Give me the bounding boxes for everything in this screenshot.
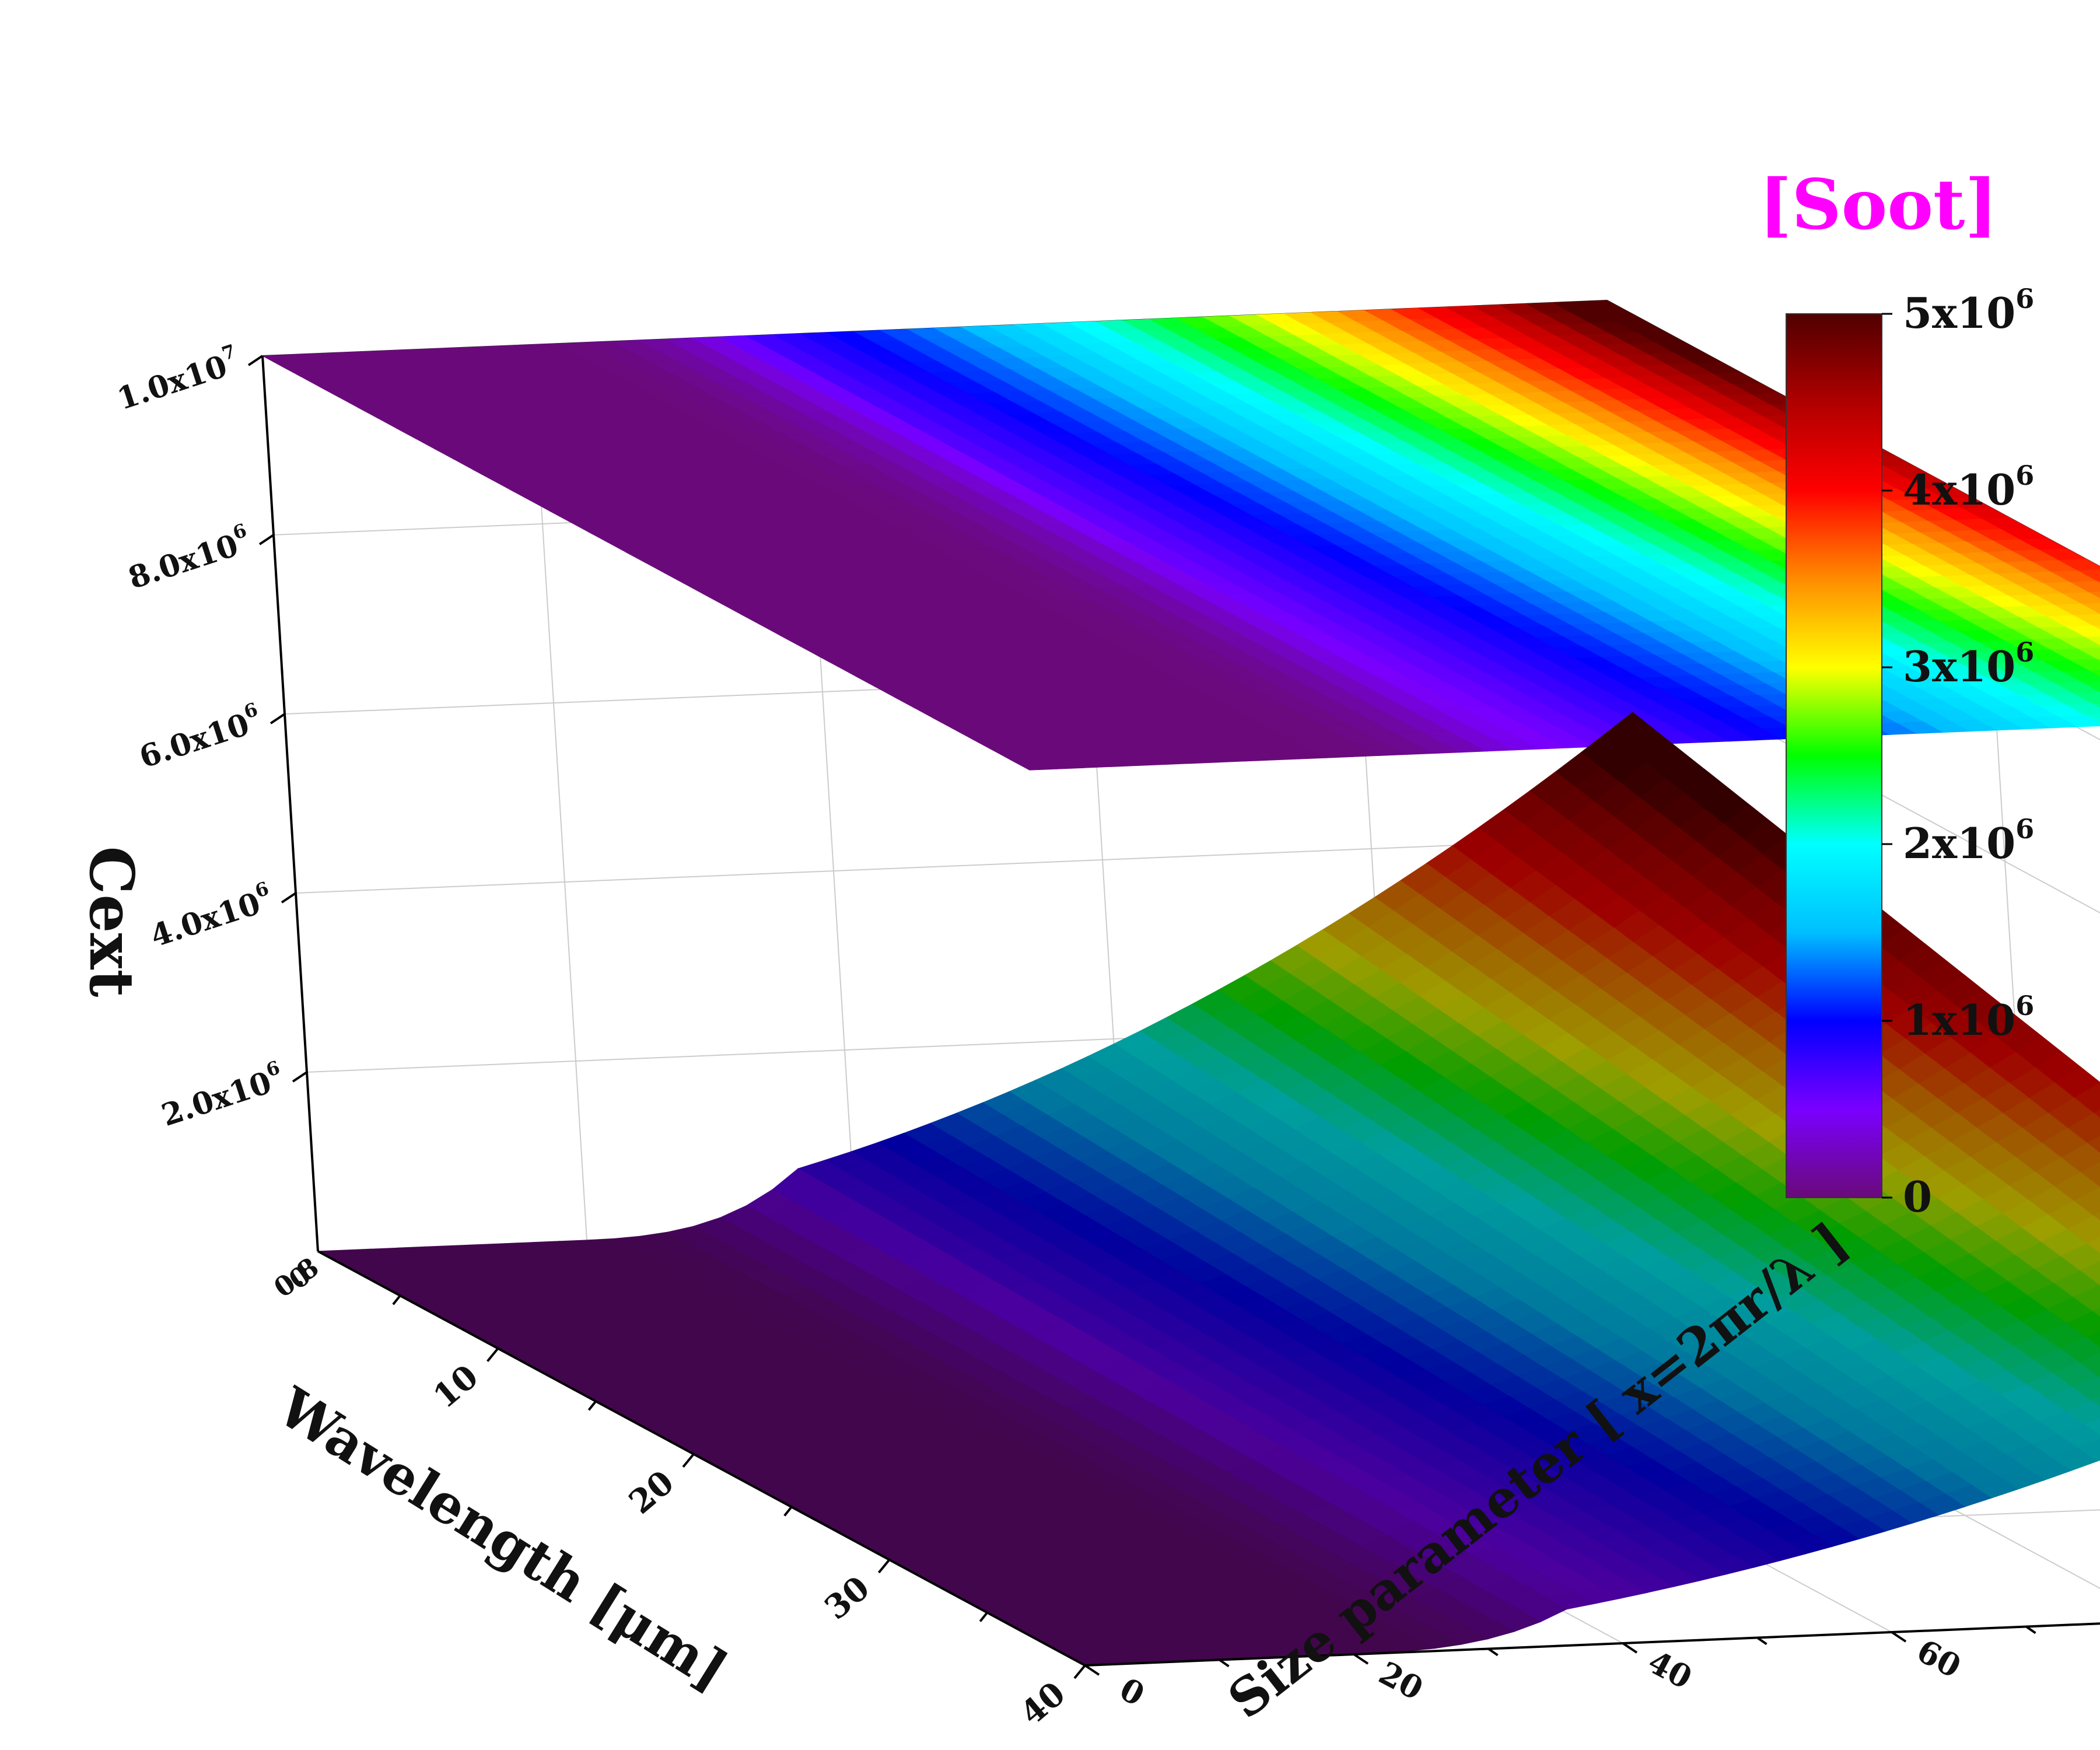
- colorbar-tick-label: 1x106: [1903, 990, 2034, 1045]
- colorbar-tick-label: 2x106: [1903, 813, 2034, 868]
- projection-cell: [2062, 592, 2100, 605]
- z-tick-label: 4.0x106: [145, 877, 277, 954]
- projection-cell: [2077, 569, 2100, 582]
- colorbar-tick-label: 0: [1903, 1172, 1932, 1222]
- projection-cell: [2054, 603, 2100, 616]
- y-tick-label: 20: [1373, 1654, 1429, 1707]
- projection-cell: [2058, 559, 2100, 572]
- colorbar-rect: [1786, 313, 1882, 1198]
- z-tick-mark: [270, 713, 286, 724]
- projection-cell: [2092, 625, 2100, 630]
- x-minor-tick-mark: [783, 1506, 793, 1517]
- z-axis-title: Cext: [76, 846, 148, 998]
- x-tick-mark: [1073, 1664, 1086, 1679]
- colorbar-tick-label: 5x106: [1903, 283, 2034, 338]
- x-minor-tick-mark: [392, 1294, 401, 1306]
- x-tick-mark: [877, 1559, 891, 1574]
- z-tick-label: 2.0x106: [156, 1056, 288, 1133]
- x-tick-mark: [487, 1348, 499, 1362]
- grid-line-z-back: [295, 837, 1641, 894]
- z-tick-mark: [247, 355, 264, 366]
- z-tick-mark: [281, 892, 297, 904]
- projection-cell: [2089, 592, 2100, 598]
- y-tick-label: 40: [1642, 1643, 1698, 1696]
- x-tick-label: 10: [426, 1357, 485, 1416]
- z-tick-label: 6.0x106: [134, 698, 266, 775]
- colorbar-tick-label: 4x106: [1903, 460, 2034, 514]
- y-tick-mark: [1622, 1642, 1638, 1654]
- x-minor-tick-mark: [979, 1612, 988, 1622]
- x-tick-label: 30: [817, 1569, 877, 1628]
- chart-title: [Soot]: [1759, 164, 1998, 245]
- colorbar-tick-label: 3x106: [1903, 636, 2034, 691]
- y-tick-label: 0: [1114, 1670, 1150, 1713]
- x-tick-label: 40: [1013, 1674, 1073, 1733]
- y-tick-mark: [1891, 1631, 1907, 1643]
- y-tick-label: 60: [1911, 1632, 1967, 1685]
- z-tick-label: 1.0x107: [111, 340, 244, 417]
- z-tick-label: 8.0x106: [123, 519, 255, 596]
- projection-cell: [2081, 603, 2100, 614]
- x-minor-tick-mark: [587, 1400, 597, 1411]
- z-tick-mark: [292, 1071, 308, 1083]
- projection-cell: [2096, 580, 2100, 583]
- projection-cell: [2073, 614, 2100, 626]
- z-axis-line: [261, 355, 319, 1252]
- y-tick-mark: [1084, 1664, 1100, 1676]
- y-tick-mark: [1353, 1653, 1369, 1665]
- z-tick-mark: [258, 534, 275, 545]
- x-tick-mark: [682, 1453, 695, 1468]
- projection-cell: [2070, 580, 2100, 593]
- projection-cell: [2066, 625, 2100, 638]
- x-tick-label: 20: [622, 1463, 681, 1522]
